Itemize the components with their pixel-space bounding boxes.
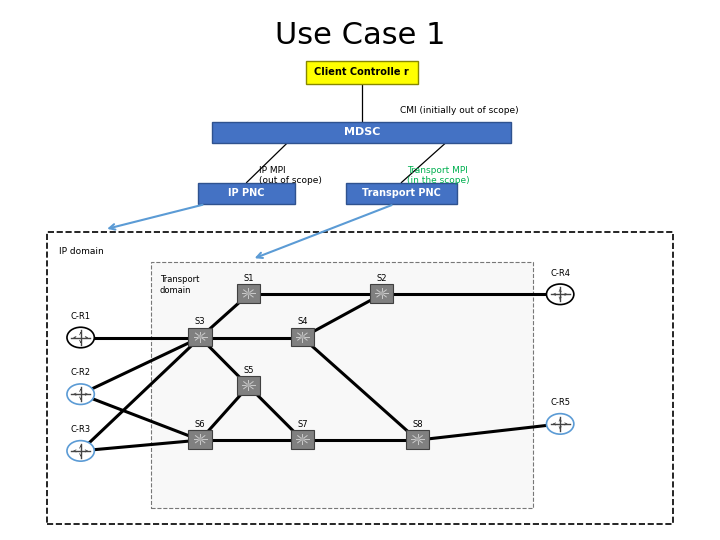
Bar [47,232,673,524]
Text: S3: S3 [195,317,205,326]
Text: IP PNC: IP PNC [228,188,265,198]
Bar [236,376,261,395]
Circle shape [301,335,304,338]
Text: CMI (initially out of scope): CMI (initially out of scope) [400,106,518,115]
Text: S1: S1 [243,274,253,283]
Text: S8: S8 [413,420,423,429]
Text: S2: S2 [377,274,387,283]
Text: IP MPI
(out of scope): IP MPI (out of scope) [259,166,322,185]
Circle shape [546,414,574,434]
Text: IP domain: IP domain [59,247,104,255]
Circle shape [546,284,574,305]
Text: S5: S5 [243,366,253,375]
FancyBboxPatch shape [212,122,511,143]
Circle shape [380,292,383,295]
Circle shape [67,441,94,461]
FancyBboxPatch shape [306,61,418,84]
Text: C-R3: C-R3 [71,425,91,434]
Bar [290,328,314,347]
Circle shape [67,384,94,404]
Circle shape [247,292,250,295]
Text: C-R5: C-R5 [550,398,570,407]
Circle shape [199,438,202,441]
FancyBboxPatch shape [198,183,295,204]
Text: Client Controlle r: Client Controlle r [315,68,409,77]
Text: Transport
domain: Transport domain [160,275,199,295]
Text: C-R2: C-R2 [71,368,91,377]
Text: S7: S7 [297,420,307,429]
Circle shape [247,384,250,387]
Bar [236,285,261,303]
Text: S4: S4 [297,317,307,326]
Text: C-R4: C-R4 [550,268,570,278]
Text: MDSC: MDSC [343,127,380,137]
Text: C-R1: C-R1 [71,312,91,321]
Text: Use Case 1: Use Case 1 [275,21,445,50]
Bar [370,285,394,303]
Text: Transport MPI
(in the scope): Transport MPI (in the scope) [407,166,469,185]
Circle shape [301,438,304,441]
Bar [406,430,429,449]
Circle shape [416,438,419,441]
FancyBboxPatch shape [346,183,457,204]
Bar [189,430,212,449]
Circle shape [67,327,94,348]
Text: Transport PNC: Transport PNC [362,188,441,198]
Bar [151,262,533,508]
Bar [290,430,314,449]
Bar [189,328,212,347]
Circle shape [199,335,202,338]
Text: S6: S6 [195,420,205,429]
